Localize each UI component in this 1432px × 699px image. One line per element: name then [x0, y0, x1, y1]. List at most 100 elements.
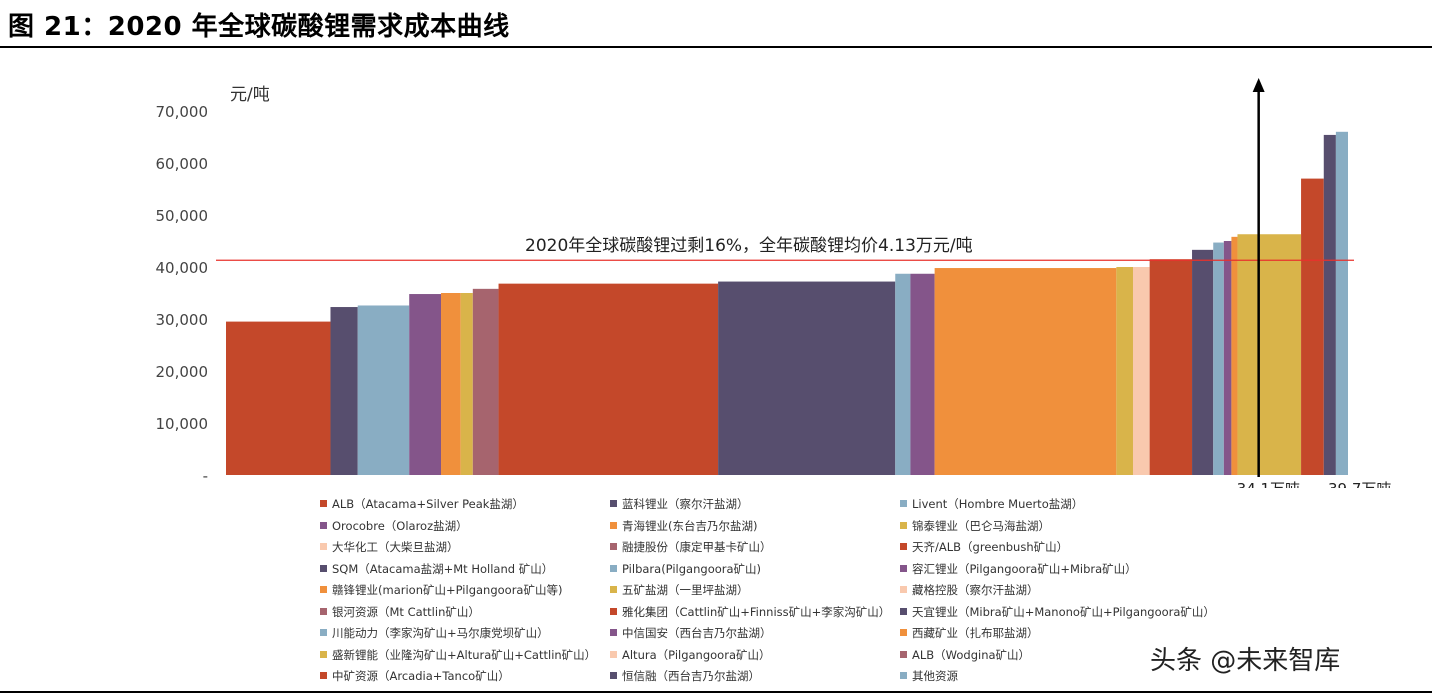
legend-swatch [610, 629, 617, 636]
legend-swatch [900, 607, 907, 615]
legend-item: 银河资源（Mt Cattlin矿山） [320, 602, 480, 622]
legend-item: 川能动力（李家沟矿山+马尔康党坝矿山） [320, 623, 549, 643]
legend-item: ALB（Wodgina矿山） [900, 645, 1030, 665]
legend-swatch [320, 672, 327, 679]
y-tick-label: 70,000 [156, 103, 209, 121]
bar-10 [910, 273, 935, 475]
bar-11 [934, 268, 1117, 475]
legend-item: Orocobre（Olaroz盐湖） [320, 516, 468, 536]
legend-swatch [610, 521, 617, 529]
legend-item: 天宜锂业（Mibra矿山+Manono矿山+Pilgangoora矿山） [900, 602, 1215, 622]
legend-swatch [610, 564, 617, 572]
bar-17 [1223, 241, 1232, 475]
legend-swatch [610, 543, 617, 550]
chart-legend: ALB（Atacama+Silver Peak盐湖） 蓝科锂业（察尔汗盐湖） Liv… [320, 494, 1220, 686]
average-price-label: 2020年全球碳酸锂过剩16%，全年碳酸锂均价4.13万元/吨 [525, 236, 973, 256]
y-tick-label: 60,000 [156, 155, 209, 173]
legend-label: Orocobre（Olaroz盐湖） [332, 518, 468, 533]
y-tick-label: 10,000 [156, 415, 209, 433]
y-tick-label: 30,000 [156, 311, 209, 329]
legend-swatch [610, 672, 617, 679]
bottom-rule [0, 691, 1432, 693]
bar-24 [1335, 131, 1348, 476]
y-tick-label: 40,000 [156, 259, 209, 277]
legend-item: Livent（Hombre Muerto盐湖） [900, 494, 1083, 514]
y-axis-label: 元/吨 [230, 85, 270, 105]
bar-15 [1192, 249, 1214, 475]
bar-1 [330, 307, 358, 475]
legend-swatch [610, 607, 617, 615]
legend-label: 恒信融（西台吉乃尔盐湖） [622, 669, 760, 683]
legend-item: Pilbara(Pilgangoora矿山) [610, 559, 761, 579]
bar-22 [1301, 178, 1324, 475]
title-bar: 图 21：2020 年全球碳酸锂需求成本曲线 [0, 0, 1432, 48]
y-tick-label: 20,000 [156, 363, 209, 381]
legend-swatch [320, 629, 327, 636]
legend-label: 盛新锂能（业隆沟矿山+Altura矿山+Cattlin矿山） [332, 647, 597, 662]
production-label-value: 39.7万吨 [1328, 480, 1391, 488]
legend-label: 雅化集团（Cattlin矿山+Finniss矿山+李家沟矿山） [622, 604, 891, 619]
legend-swatch [900, 500, 907, 507]
legend-label: 蓝科锂业（察尔汗盐湖） [622, 497, 749, 511]
legend-swatch [320, 564, 327, 572]
bar-5 [460, 293, 473, 475]
legend-label: 大华化工（大柴旦盐湖） [332, 540, 459, 554]
legend-item: 五矿盐湖（一里坪盐湖） [610, 580, 749, 600]
legend-item: ALB（Atacama+Silver Peak盐湖） [320, 494, 524, 514]
legend-swatch [320, 500, 327, 507]
bar-12 [1116, 267, 1133, 475]
legend-swatch [900, 650, 907, 658]
legend-label: Altura（Pilgangoora矿山） [622, 647, 771, 662]
legend-item: 其他资源 [900, 666, 958, 686]
legend-label: 银河资源（Mt Cattlin矿山） [332, 604, 480, 619]
legend-label: 容汇锂业（Pilgangoora矿山+Mibra矿山） [912, 561, 1137, 576]
legend-label: Livent（Hombre Muerto盐湖） [912, 497, 1084, 511]
legend-label: 西藏矿业（扎布耶盐湖） [912, 626, 1039, 640]
legend-label: 五矿盐湖（一里坪盐湖） [622, 583, 749, 597]
legend-item: 锦泰锂业（巴仑马海盐湖） [900, 516, 1050, 536]
legend-swatch [320, 607, 327, 615]
y-tick-label: - [203, 467, 208, 485]
legend-swatch [320, 521, 327, 529]
bar-18 [1231, 236, 1238, 475]
watermark: 头条 @未来智库 [1150, 646, 1341, 676]
legend-item: 赣锋锂业(marion矿山+Pilgangoora矿山等) [320, 580, 562, 600]
cost-curve-chart: 元/吨 - 10,000 20,000 30,000 40,000 50,000 60,000… [156, 78, 1391, 488]
legend-item: SQM（Atacama盐湖+Mt Holland 矿山） [320, 559, 553, 579]
legend-swatch [320, 586, 327, 593]
legend-item: 盛新锂能（业隆沟矿山+Altura矿山+Cattlin矿山） [320, 645, 596, 665]
bar-14 [1149, 259, 1193, 475]
bar-2 [357, 305, 410, 475]
legend-item: 天齐/ALB（greenbush矿山） [900, 537, 1068, 557]
legend-label: ALB（Wodgina矿山） [912, 647, 1031, 662]
demand-label-value: 34.1万吨 [1237, 480, 1300, 488]
legend-swatch [900, 521, 907, 529]
legend-item: 恒信融（西台吉乃尔盐湖） [610, 666, 760, 686]
bar-19 [1237, 234, 1302, 475]
legend-item: Altura（Pilgangoora矿山） [610, 645, 771, 665]
legend-swatch [610, 650, 617, 658]
legend-swatch [610, 500, 617, 507]
legend-swatch [900, 629, 907, 636]
bar-3 [409, 294, 442, 475]
legend-label: ALB（Atacama+Silver Peak盐湖） [332, 497, 524, 511]
y-tick-label: 50,000 [156, 207, 209, 225]
legend-label: 中矿资源（Arcadia+Tanco矿山） [332, 669, 510, 683]
legend-item: 容汇锂业（Pilgangoora矿山+Mibra矿山） [900, 559, 1137, 579]
legend-label: 天宜锂业（Mibra矿山+Manono矿山+Pilgangoora矿山） [912, 604, 1215, 619]
legend-label: 藏格控股（察尔汗盐湖） [912, 583, 1039, 597]
legend-label: 赣锋锂业(marion矿山+Pilgangoora矿山等) [332, 583, 563, 597]
bar-16 [1213, 242, 1224, 475]
legend-swatch [900, 672, 907, 679]
legend-swatch [900, 586, 907, 593]
bar-9 [895, 273, 911, 475]
legend-item: 青海锂业(东台吉乃尔盐湖) [610, 516, 757, 536]
legend-label: 天齐/ALB（greenbush矿山） [912, 540, 1069, 554]
legend-label: SQM（Atacama盐湖+Mt Holland 矿山） [332, 561, 554, 576]
bar-7 [498, 283, 719, 475]
bar-13 [1132, 267, 1150, 475]
legend-item: 蓝科锂业（察尔汗盐湖） [610, 494, 749, 514]
legend-label: 青海锂业(东台吉乃尔盐湖) [622, 518, 758, 533]
legend-item: 西藏矿业（扎布耶盐湖） [900, 623, 1039, 643]
bar-6 [472, 288, 499, 475]
